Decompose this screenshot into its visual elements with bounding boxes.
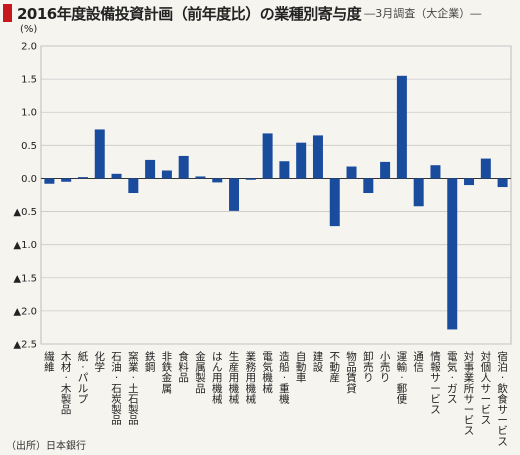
x-tick-label: 窯業·土石製品 — [128, 350, 139, 427]
bar — [363, 178, 374, 194]
bar — [329, 178, 340, 227]
x-tick-label: 建設 — [313, 350, 324, 374]
bar — [245, 178, 256, 180]
y-tick-label: 1.0 — [21, 108, 37, 119]
title-accent-mark — [3, 4, 12, 22]
chart-subtitle: ―3月調査（大企業）― — [364, 7, 482, 20]
bar — [161, 170, 172, 179]
plot-frame — [40, 45, 512, 345]
x-tick-label: 化学 — [95, 350, 106, 374]
source-note: （出所）日本銀行 — [6, 441, 86, 452]
x-tick-label: 対個人サービス — [481, 350, 492, 427]
bar — [77, 177, 88, 179]
bar — [464, 178, 475, 186]
x-tick-label: 通信 — [413, 351, 424, 374]
bar — [296, 142, 307, 179]
y-tick-label: ▲2.5 — [13, 340, 37, 351]
x-tick-label: 生産用機械 — [229, 350, 240, 405]
bar — [178, 155, 189, 179]
chart-title: 2016年度設備投資計画（前年度比）の業種別寄与度 — [17, 4, 362, 23]
y-tick-label: ▲1.0 — [13, 240, 37, 251]
x-tick-label: 物品賃貸 — [346, 350, 357, 395]
bar — [447, 178, 458, 330]
bar — [346, 166, 357, 179]
x-tick-label: 情報サービス — [430, 350, 441, 416]
x-tick-label: 造船·重機 — [279, 350, 290, 405]
x-tick-label: 宿泊·飲食サービス — [497, 350, 508, 448]
y-tick-label: ▲2.0 — [13, 306, 37, 317]
x-tick-label: 繊維 — [44, 350, 55, 374]
x-tick-label: 不動産 — [330, 351, 341, 384]
x-tick-label: 業務用機械 — [246, 350, 257, 405]
bar — [61, 178, 72, 182]
x-tick-label: 小売り — [380, 351, 391, 384]
x-tick-label: 金属製品 — [195, 350, 206, 395]
x-tick-label: 鉄鋼 — [145, 350, 156, 374]
bar — [480, 158, 491, 179]
bar — [44, 178, 55, 184]
x-tick-label: 運輸·郵便 — [397, 351, 408, 405]
bar — [396, 75, 407, 179]
bar — [279, 161, 290, 179]
bar — [262, 133, 273, 179]
bar — [212, 178, 223, 183]
x-tick-label: はん用機械 — [212, 351, 223, 405]
bar — [312, 135, 323, 179]
x-tick-label: 対事業所サービス — [464, 350, 475, 437]
bar — [430, 165, 441, 179]
y-tick-label: 0.5 — [21, 141, 37, 152]
y-tick-label: ▲0.5 — [13, 207, 37, 218]
x-tick-label: 紙·パルプ — [78, 350, 89, 405]
bar — [94, 129, 105, 179]
bar — [128, 178, 139, 194]
bar — [380, 161, 391, 179]
y-unit-label: (%) — [20, 24, 37, 35]
chart-title-bar: 2016年度設備投資計画（前年度比）の業種別寄与度 ―3月調査（大企業）― — [0, 0, 520, 26]
bar — [145, 159, 156, 179]
bar — [413, 178, 424, 207]
y-tick-label: ▲1.5 — [13, 273, 37, 284]
x-tick-label: 石油·石炭製品 — [111, 351, 122, 427]
x-tick-label: 電気機械 — [262, 351, 273, 395]
x-tick-label: 木材·木製品 — [61, 351, 72, 416]
y-tick-label: 1.5 — [21, 75, 37, 86]
x-tick-label: 自動車 — [296, 350, 307, 384]
bar — [497, 178, 508, 188]
x-tick-label: 非鉄金属 — [162, 351, 173, 395]
y-tick-label: 2.0 — [21, 42, 37, 53]
bar — [111, 173, 122, 179]
y-tick-label: 0.0 — [21, 174, 37, 185]
x-tick-label: 食料品 — [178, 350, 189, 384]
bar — [195, 176, 206, 179]
bar — [229, 178, 240, 211]
x-tick-label: 卸売り — [363, 350, 374, 384]
x-tick-label: 電気·ガス — [447, 351, 458, 405]
